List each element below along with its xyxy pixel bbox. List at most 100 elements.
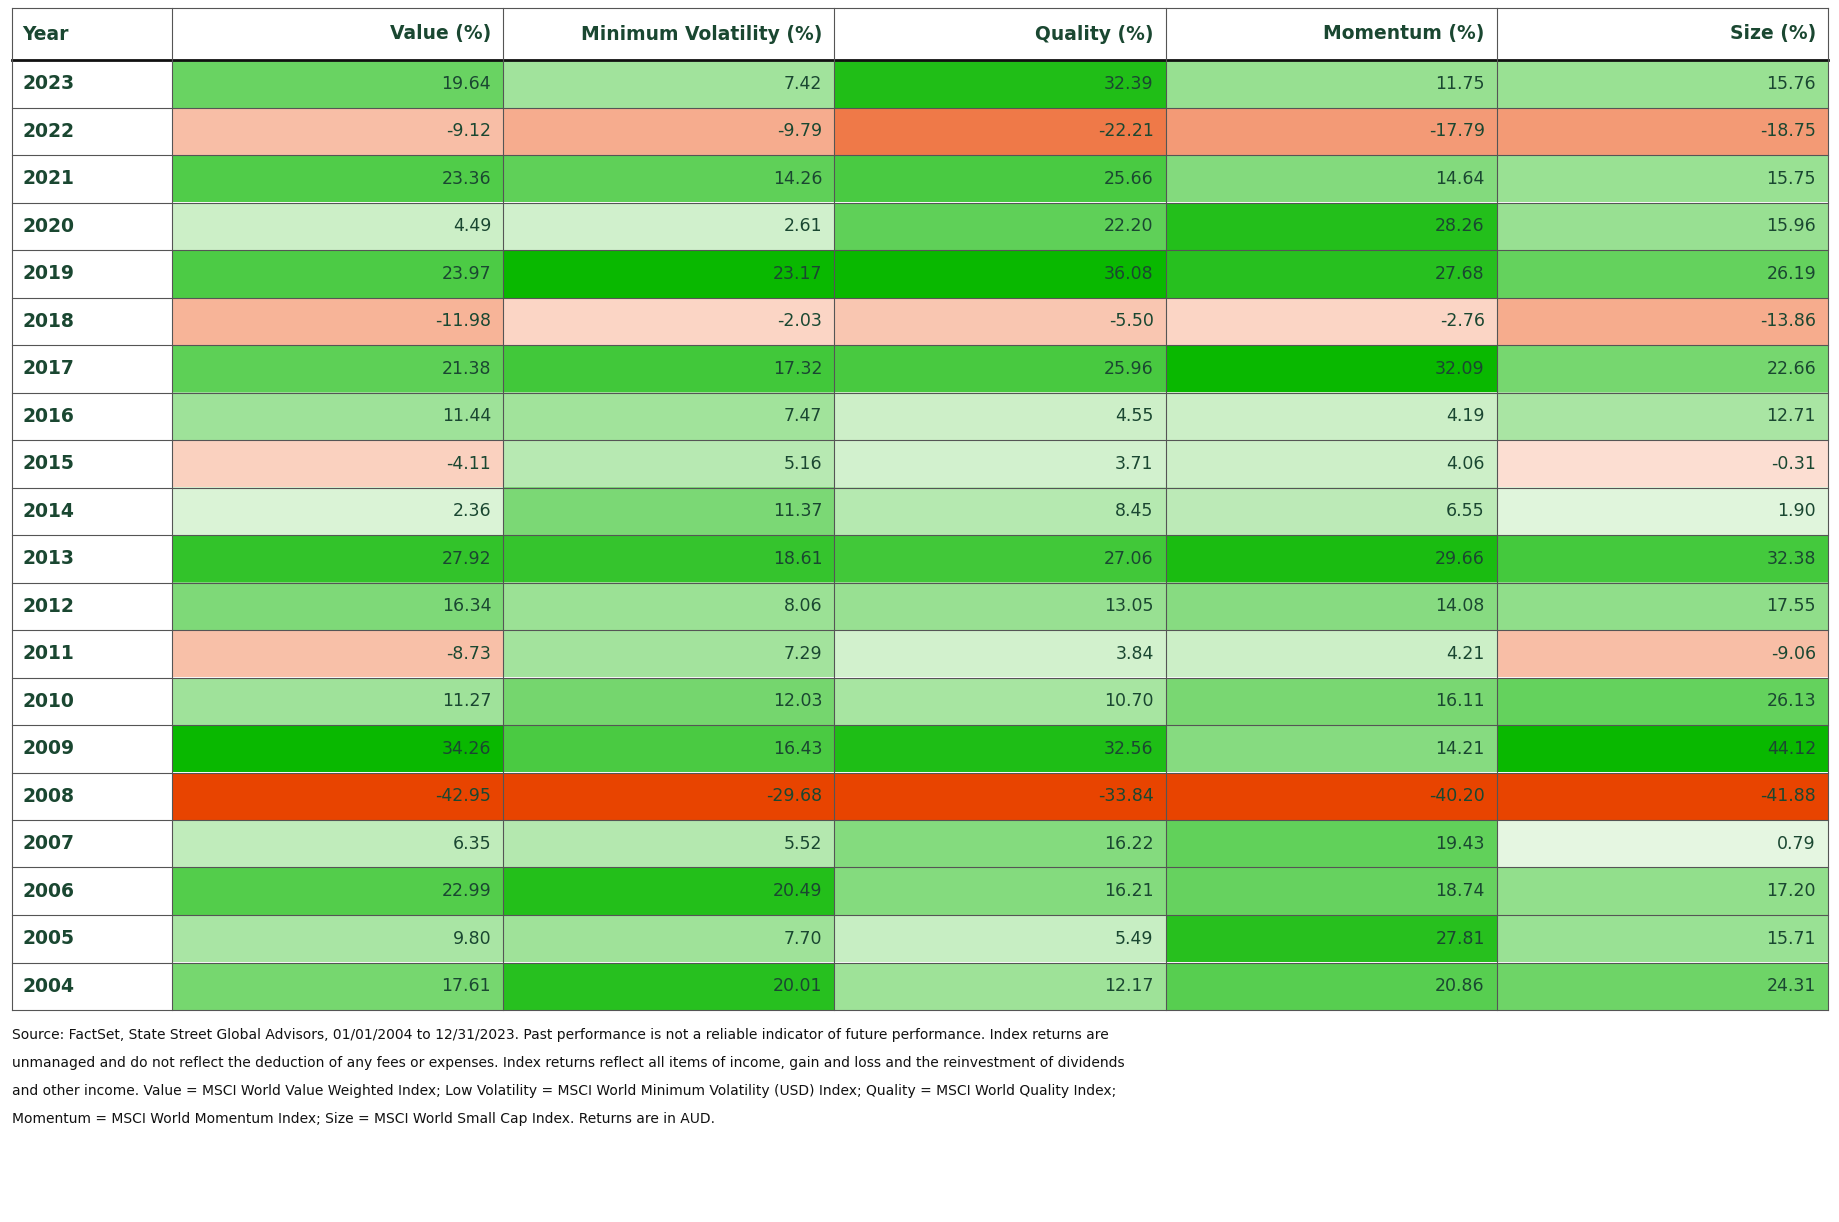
Text: 36.08: 36.08 bbox=[1103, 265, 1153, 282]
Bar bbox=[833, 535, 1164, 583]
Bar bbox=[1495, 963, 1826, 1011]
Bar bbox=[171, 583, 502, 631]
Text: -9.12: -9.12 bbox=[447, 122, 491, 141]
Bar bbox=[502, 772, 833, 820]
Bar bbox=[13, 631, 171, 677]
Text: 14.64: 14.64 bbox=[1434, 170, 1484, 188]
Bar bbox=[171, 535, 502, 583]
Text: 20.49: 20.49 bbox=[772, 882, 822, 901]
Text: -9.06: -9.06 bbox=[1769, 645, 1815, 662]
Bar bbox=[13, 155, 171, 203]
Text: 2005: 2005 bbox=[22, 929, 74, 948]
Bar bbox=[13, 772, 171, 820]
Text: 2014: 2014 bbox=[22, 502, 74, 521]
Text: 32.39: 32.39 bbox=[1103, 75, 1153, 93]
Bar bbox=[1164, 440, 1495, 488]
Text: 2022: 2022 bbox=[22, 122, 74, 141]
Text: 27.68: 27.68 bbox=[1434, 265, 1484, 282]
Bar bbox=[1164, 915, 1495, 963]
Bar bbox=[833, 868, 1164, 915]
Text: 5.16: 5.16 bbox=[783, 455, 822, 473]
Text: and other income. Value = MSCI World Value Weighted Index; Low Volatility = MSCI: and other income. Value = MSCI World Val… bbox=[13, 1084, 1116, 1099]
Bar bbox=[833, 155, 1164, 203]
Bar bbox=[1495, 440, 1826, 488]
Bar bbox=[1164, 297, 1495, 345]
Bar bbox=[833, 60, 1164, 108]
Bar bbox=[13, 345, 171, 392]
Bar bbox=[1495, 392, 1826, 440]
Bar bbox=[1495, 677, 1826, 725]
Text: 15.75: 15.75 bbox=[1765, 170, 1815, 188]
Bar bbox=[833, 251, 1164, 297]
Text: 20.86: 20.86 bbox=[1434, 978, 1484, 995]
Bar bbox=[502, 251, 833, 297]
Text: 44.12: 44.12 bbox=[1765, 739, 1815, 758]
Text: 18.74: 18.74 bbox=[1434, 882, 1484, 901]
Bar bbox=[13, 488, 171, 535]
Text: unmanaged and do not reflect the deduction of any fees or expenses. Index return: unmanaged and do not reflect the deducti… bbox=[13, 1056, 1124, 1070]
Bar bbox=[13, 392, 171, 440]
Text: 2018: 2018 bbox=[22, 312, 74, 331]
Bar bbox=[13, 868, 171, 915]
Text: 27.92: 27.92 bbox=[441, 550, 491, 568]
Bar bbox=[1495, 203, 1826, 251]
Bar bbox=[13, 108, 171, 155]
Bar bbox=[1495, 488, 1826, 535]
Text: 29.66: 29.66 bbox=[1434, 550, 1484, 568]
Bar bbox=[833, 392, 1164, 440]
Bar bbox=[833, 820, 1164, 868]
Text: 2010: 2010 bbox=[22, 692, 74, 711]
Text: 26.13: 26.13 bbox=[1765, 692, 1815, 710]
Bar bbox=[833, 963, 1164, 1011]
Bar bbox=[502, 203, 833, 251]
Bar bbox=[1164, 535, 1495, 583]
Text: 2023: 2023 bbox=[22, 75, 74, 93]
Bar bbox=[171, 868, 502, 915]
Text: 12.17: 12.17 bbox=[1103, 978, 1153, 995]
Text: -18.75: -18.75 bbox=[1760, 122, 1815, 141]
Text: 17.32: 17.32 bbox=[772, 359, 822, 378]
Text: 4.06: 4.06 bbox=[1445, 455, 1484, 473]
Bar bbox=[1164, 772, 1495, 820]
Text: Quality (%): Quality (%) bbox=[1035, 24, 1153, 44]
Text: 10.70: 10.70 bbox=[1103, 692, 1153, 710]
Text: 2007: 2007 bbox=[22, 835, 74, 853]
Text: 32.38: 32.38 bbox=[1765, 550, 1815, 568]
Bar bbox=[502, 60, 833, 108]
Text: 7.70: 7.70 bbox=[783, 930, 822, 948]
Bar bbox=[502, 535, 833, 583]
Bar bbox=[1164, 392, 1495, 440]
Text: 2.36: 2.36 bbox=[452, 502, 491, 521]
Text: 23.17: 23.17 bbox=[772, 265, 822, 282]
Text: 7.47: 7.47 bbox=[783, 407, 822, 425]
Bar bbox=[1495, 251, 1826, 297]
Text: 21.38: 21.38 bbox=[441, 359, 491, 378]
Bar bbox=[502, 345, 833, 392]
Bar bbox=[13, 725, 171, 772]
Bar bbox=[1495, 915, 1826, 963]
Bar bbox=[833, 631, 1164, 677]
Text: Source: FactSet, State Street Global Advisors, 01/01/2004 to 12/31/2023. Past pe: Source: FactSet, State Street Global Adv… bbox=[13, 1028, 1109, 1042]
Bar bbox=[171, 203, 502, 251]
Text: -29.68: -29.68 bbox=[765, 787, 822, 805]
Bar bbox=[1495, 345, 1826, 392]
Bar bbox=[1495, 60, 1826, 108]
Bar bbox=[502, 392, 833, 440]
Bar bbox=[171, 820, 502, 868]
Text: 27.06: 27.06 bbox=[1103, 550, 1153, 568]
Bar bbox=[13, 251, 171, 297]
Text: 4.19: 4.19 bbox=[1445, 407, 1484, 425]
Text: 14.26: 14.26 bbox=[772, 170, 822, 188]
Bar bbox=[502, 725, 833, 772]
Bar bbox=[502, 677, 833, 725]
Bar bbox=[833, 440, 1164, 488]
Bar bbox=[1164, 583, 1495, 631]
Bar bbox=[1164, 631, 1495, 677]
Text: -42.95: -42.95 bbox=[436, 787, 491, 805]
Bar bbox=[171, 155, 502, 203]
Bar bbox=[1495, 631, 1826, 677]
Bar bbox=[171, 392, 502, 440]
Bar bbox=[833, 583, 1164, 631]
Text: -4.11: -4.11 bbox=[447, 455, 491, 473]
Bar bbox=[502, 488, 833, 535]
